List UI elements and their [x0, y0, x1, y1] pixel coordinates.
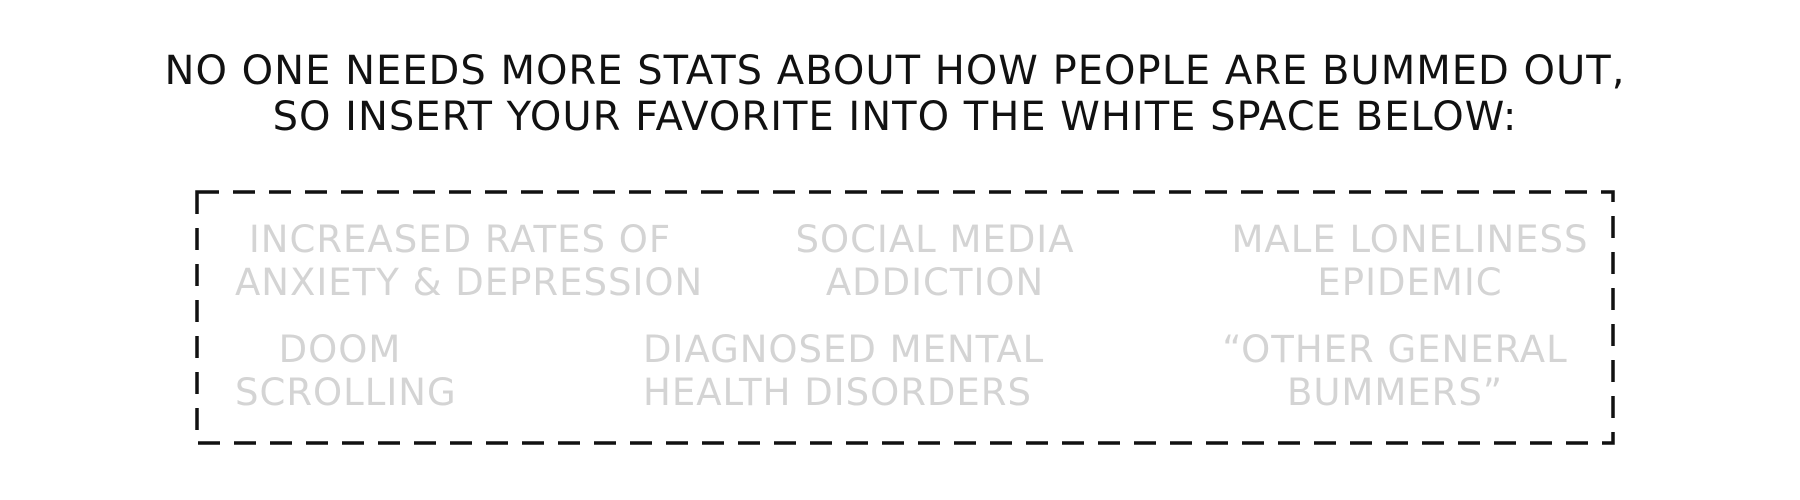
placeholder-other-bummers: “OTHER GENERAL BUMMERS”	[1215, 328, 1575, 414]
placeholder-male-loneliness: MALE LONELINESS EPIDEMIC	[1220, 218, 1600, 304]
placeholder-doom-scrolling: DOOM SCROLLING	[235, 328, 457, 414]
placeholder-anxiety-depression: INCREASED RATES OF ANXIETY & DEPRESSION	[235, 218, 704, 304]
placeholder-line: ADDICTION	[825, 261, 1045, 304]
placeholder-line: SOCIAL MEDIA	[795, 218, 1075, 261]
placeholder-line: EPIDEMIC	[1317, 261, 1503, 304]
headline-line-1: NO ONE NEEDS MORE STATS ABOUT HOW PEOPLE…	[164, 48, 1626, 94]
placeholder-line: MALE LONELINESS	[1231, 218, 1589, 261]
placeholder-line: ANXIETY & DEPRESSION	[235, 261, 704, 304]
placeholder-line: “OTHER GENERAL	[1222, 328, 1568, 371]
placeholder-line: INCREASED RATES OF	[248, 218, 672, 261]
placeholder-mental-health: DIAGNOSED MENTAL HEALTH DISORDERS	[643, 328, 1063, 414]
white-space-box: INCREASED RATES OF ANXIETY & DEPRESSION …	[195, 190, 1615, 445]
placeholder-line: BUMMERS”	[1286, 371, 1504, 414]
placeholder-line: HEALTH DISORDERS	[643, 371, 1032, 414]
placeholder-line: SCROLLING	[235, 371, 457, 414]
headline: NO ONE NEEDS MORE STATS ABOUT HOW PEOPLE…	[0, 48, 1790, 140]
dashed-border	[195, 190, 1615, 445]
placeholder-social-media: SOCIAL MEDIA ADDICTION	[785, 218, 1085, 304]
placeholder-line: DOOM	[278, 328, 402, 371]
headline-line-2: SO INSERT YOUR FAVORITE INTO THE WHITE S…	[272, 94, 1518, 140]
placeholder-line: DIAGNOSED MENTAL	[643, 328, 1045, 371]
